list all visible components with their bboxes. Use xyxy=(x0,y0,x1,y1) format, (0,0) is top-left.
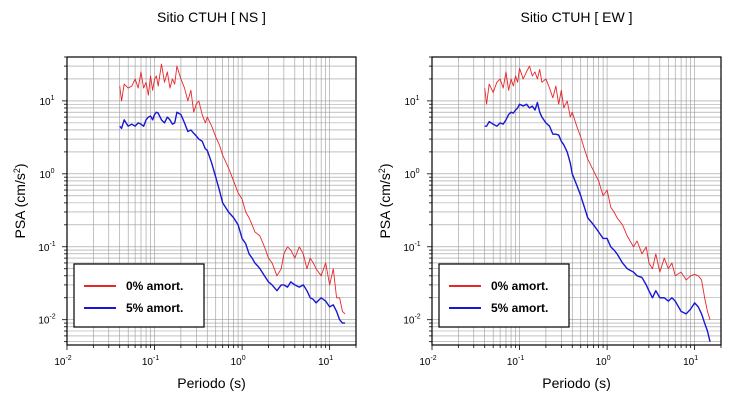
y-tick-label: 101 xyxy=(404,95,419,108)
x-tick-exponent: 0 xyxy=(607,355,611,362)
y-tick-base: 10 xyxy=(39,170,51,181)
legend: 0% amort. 5% amort. xyxy=(438,263,570,328)
axis-ticks xyxy=(62,56,357,350)
y-tick-base: 10 xyxy=(403,243,415,254)
y-tick-base: 10 xyxy=(38,243,50,254)
legend: 0% amort. 5% amort. xyxy=(73,263,205,328)
legend-label: 5% amort. xyxy=(126,301,183,315)
x-axis-label: Periodo (s) xyxy=(177,375,245,391)
y-tick-exponent: -2 xyxy=(414,314,420,321)
x-tick-exponent: 1 xyxy=(329,355,333,362)
y-tick-exponent: 1 xyxy=(416,95,420,102)
y-tick-label: 100 xyxy=(39,168,54,181)
x-tick-exponent: -2 xyxy=(430,355,436,362)
x-tick-base: 10 xyxy=(419,357,431,368)
y-tick-exponent: -2 xyxy=(49,314,55,321)
legend-box xyxy=(73,263,205,328)
series-line-damping-5 xyxy=(119,111,346,324)
y-axis-label-main: PSA (cm/s xyxy=(12,173,28,238)
x-tick-label: 101 xyxy=(683,355,698,368)
y-tick-exponent: 1 xyxy=(51,95,55,102)
y-tick-label: 10-1 xyxy=(38,241,55,254)
x-tick-label: 10-1 xyxy=(142,355,159,368)
x-tick-base: 10 xyxy=(142,357,154,368)
y-axis-label-sup: 2 xyxy=(12,168,22,173)
y-tick-exponent: -1 xyxy=(414,241,420,248)
plot-frame xyxy=(66,56,357,346)
x-tick-base: 10 xyxy=(596,357,608,368)
y-tick-label: 101 xyxy=(39,95,54,108)
x-axis-label: Periodo (s) xyxy=(542,375,610,391)
y-tick-label: 100 xyxy=(404,168,419,181)
x-tick-exponent: 1 xyxy=(694,355,698,362)
x-tick-label: 101 xyxy=(318,355,333,368)
y-axis-label-main: PSA (cm/s xyxy=(377,173,393,238)
chart-title: Sitio CTUH [ EW ] xyxy=(520,9,632,25)
series-line-damping-0 xyxy=(484,65,711,320)
y-axis-label-end: ) xyxy=(12,163,28,168)
x-tick-label: 100 xyxy=(596,355,611,368)
y-tick-label: 10-2 xyxy=(403,314,420,327)
x-tick-label: 10-2 xyxy=(54,355,71,368)
y-tick-base: 10 xyxy=(403,316,415,327)
legend-label: 0% amort. xyxy=(126,279,183,293)
chart-panel-1: Sitio CTUH [ EW ]10-2 10-1 100 10110-210-11… xyxy=(377,9,722,391)
y-tick-exponent: 0 xyxy=(416,168,420,175)
y-tick-label: 10-1 xyxy=(403,241,420,254)
x-tick-base: 10 xyxy=(231,357,243,368)
y-axis-label: PSA (cm/s2) xyxy=(12,163,28,238)
x-tick-exponent: 0 xyxy=(242,355,246,362)
legend-box xyxy=(438,263,570,328)
y-tick-base: 10 xyxy=(38,316,50,327)
x-tick-base: 10 xyxy=(683,357,695,368)
y-axis-label-end: ) xyxy=(377,163,393,168)
series-line-damping-0 xyxy=(119,63,346,315)
x-tick-base: 10 xyxy=(318,357,330,368)
y-tick-exponent: -1 xyxy=(49,241,55,248)
x-tick-base: 10 xyxy=(507,357,519,368)
x-tick-label: 10-1 xyxy=(507,355,524,368)
y-axis-label-sup: 2 xyxy=(377,168,387,173)
chart-title: Sitio CTUH [ NS ] xyxy=(157,9,266,25)
y-axis-label: PSA (cm/s2) xyxy=(377,163,393,238)
y-tick-base: 10 xyxy=(39,97,51,108)
legend-label: 5% amort. xyxy=(491,301,548,315)
x-tick-label: 100 xyxy=(231,355,246,368)
y-tick-base: 10 xyxy=(404,170,416,181)
y-tick-exponent: 0 xyxy=(51,168,55,175)
legend-label: 0% amort. xyxy=(491,279,548,293)
chart-panel-0: Sitio CTUH [ NS ]10-2 10-1 100 10110-210-11… xyxy=(12,9,357,391)
x-tick-exponent: -1 xyxy=(518,355,524,362)
axis-ticks xyxy=(427,56,722,350)
y-tick-base: 10 xyxy=(404,97,416,108)
series-line-damping-5 xyxy=(484,101,711,342)
x-tick-exponent: -2 xyxy=(65,355,71,362)
x-tick-label: 10-2 xyxy=(419,355,436,368)
y-tick-label: 10-2 xyxy=(38,314,55,327)
x-tick-base: 10 xyxy=(54,357,66,368)
plot-frame xyxy=(431,56,722,346)
x-tick-exponent: -1 xyxy=(153,355,159,362)
